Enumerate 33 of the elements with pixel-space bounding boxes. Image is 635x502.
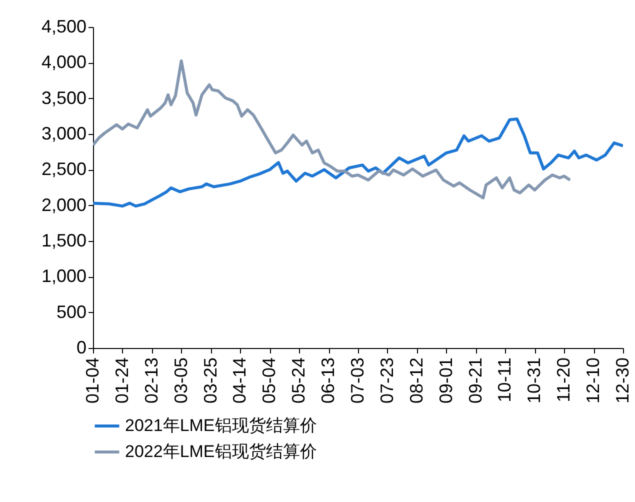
y-tick-label: 2,500	[41, 159, 86, 180]
x-tick-label: 10-11	[494, 358, 515, 402]
x-tick-label: 12-30	[612, 358, 632, 404]
x-tick-label: 07-03	[348, 358, 368, 404]
x-tick-label: 07-23	[376, 358, 397, 404]
y-tick-label: 0	[76, 338, 86, 358]
x-tick-label: 04-14	[230, 358, 250, 404]
y-tick-label: 500	[56, 302, 86, 322]
x-tick-label: 06-13	[318, 358, 338, 404]
x-tick-label: 10-31	[524, 358, 544, 404]
x-tick-label: 09-01	[436, 358, 456, 404]
x-tick-label: 08-12	[406, 358, 426, 404]
x-tick-label: 05-24	[288, 358, 309, 404]
x-tick-label: 12-10	[583, 358, 604, 404]
y-tick-label: 3,500	[41, 88, 86, 108]
legend-label: 2022年LME铝现货结算价	[125, 442, 317, 461]
x-tick-label: 11-20	[554, 358, 574, 402]
x-tick-label: 09-21	[465, 358, 486, 404]
y-tick-label: 1,000	[41, 266, 86, 286]
y-tick-label: 1,500	[41, 230, 86, 250]
x-tick-label: 01-04	[82, 358, 102, 404]
y-tick-label: 2,000	[41, 194, 86, 215]
x-tick-label: 03-05	[170, 358, 191, 404]
x-tick-label: 02-13	[141, 358, 162, 404]
x-tick-label: 03-25	[200, 358, 220, 404]
line-series	[93, 118, 623, 208]
y-tick-label: 3,000	[41, 124, 86, 144]
line-series	[93, 59, 572, 200]
legend-label: 2021年LME铝现货结算价	[125, 416, 317, 435]
x-tick-label: 05-04	[259, 358, 280, 404]
x-tick-label: 01-24	[112, 358, 132, 404]
y-tick-label: 4,000	[41, 52, 86, 72]
y-tick-label: 4,500	[41, 16, 86, 36]
